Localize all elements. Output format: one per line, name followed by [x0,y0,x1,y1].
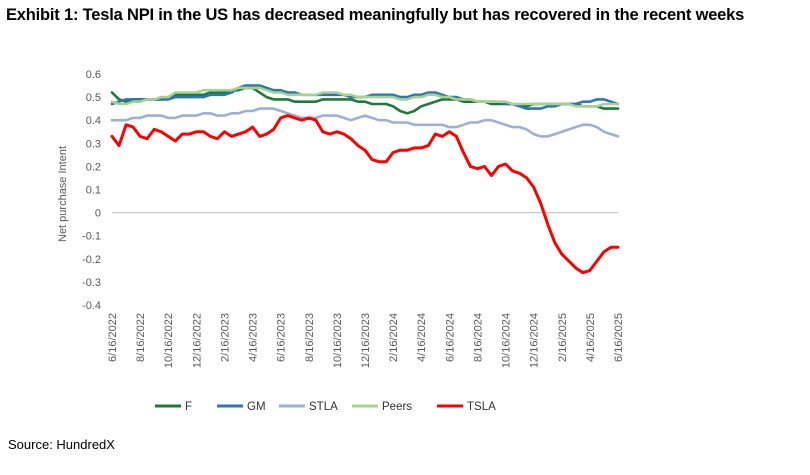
legend-label-f: F [185,401,192,413]
y-tick-label: -0.3 [82,277,101,289]
x-tick-label: 8/16/2023 [304,313,316,362]
y-tick-label: 0.3 [86,138,101,150]
legend-label-stla: STLA [309,401,338,413]
x-tick-label: 6/16/2025 [613,313,625,362]
y-tick-label: 0 [95,208,101,220]
series-layer [110,84,620,275]
x-tick-label: 10/16/2022 [163,313,175,368]
y-tick-label: -0.1 [82,231,101,243]
y-axis-title: Net purchase Intent [57,146,69,242]
x-tick-label: 10/16/2024 [501,313,513,368]
x-tick-label: 10/16/2023 [332,313,344,368]
x-tick-label: 12/16/2022 [191,313,203,368]
series-line-stla [110,107,620,138]
series-line-peers [110,86,620,108]
y-tick-label: 0.5 [86,92,101,104]
x-tick-label: 6/16/2024 [444,313,456,362]
x-tick-label: 4/16/2024 [416,313,428,362]
legend: F GM STLA Peers TSLA [155,401,496,413]
x-tick-label: 8/16/2022 [135,313,147,362]
y-tick-label: 0.4 [86,115,101,127]
x-tick-label: 2/16/2025 [557,313,569,362]
y-axis: 0.6 0.5 0.4 0.3 0.2 0.1 0 -0.1 -0.2 -0.3 -0.4 [82,69,101,312]
line-chart: 0.6 0.5 0.4 0.3 0.2 0.1 0 -0.1 -0.2 -0.3 -0.4 6/16… [57,69,625,413]
series-line-tsla [110,114,620,275]
x-tick-label: 12/16/2023 [360,313,372,368]
x-tick-label: 12/16/2024 [529,313,541,368]
x-tick-label: 2/16/2023 [219,313,231,362]
y-tick-label: -0.4 [82,300,101,312]
x-tick-label: 4/16/2025 [585,313,597,362]
x-axis: 6/16/2022 8/16/2022 10/16/2022 12/16/2022 2/… [107,212,625,368]
legend-label-peers: Peers [382,401,412,413]
y-tick-label: 0.2 [86,161,101,173]
x-tick-label: 6/16/2023 [276,313,288,362]
source-note: Source: HundredX [8,437,115,452]
y-tick-label: 0.1 [86,185,101,197]
x-tick-label: 8/16/2024 [472,313,484,362]
legend-label-gm: GM [247,401,266,413]
x-tick-label: 6/16/2022 [107,313,119,362]
y-tick-label: 0.6 [86,69,101,81]
x-tick-label: 4/16/2023 [248,313,260,362]
y-tick-label: -0.2 [82,254,101,266]
legend-label-tsla: TSLA [467,401,496,413]
exhibit-title: Exhibit 1: Tesla NPI in the US has decre… [6,6,745,24]
x-tick-label: 2/16/2024 [388,313,400,362]
